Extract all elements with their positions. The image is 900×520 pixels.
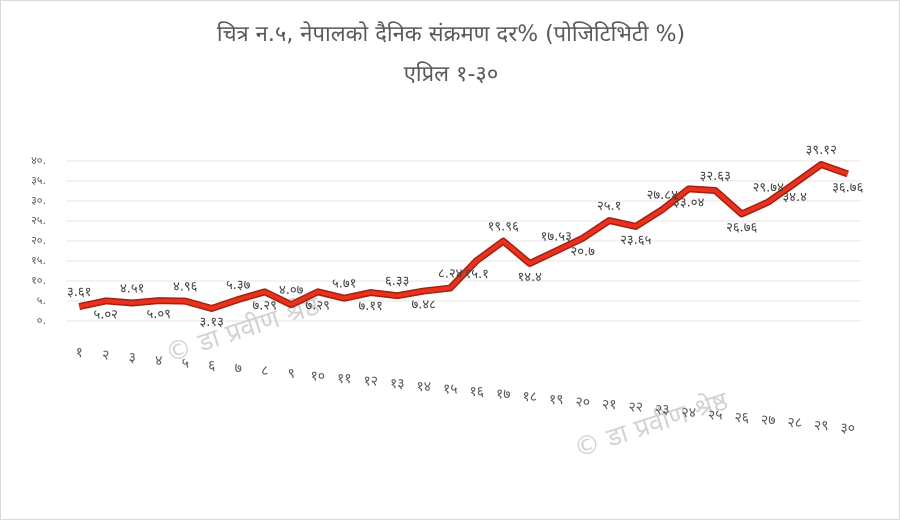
chart-subtitle: एप्रिल १-३० bbox=[404, 61, 499, 87]
data-label: ५.०९ bbox=[147, 307, 171, 322]
data-label: २०.७ bbox=[571, 245, 596, 260]
data-label: २७.८४ bbox=[647, 188, 678, 203]
x-tick-label: ३० bbox=[840, 420, 855, 436]
data-label: ४.०७ bbox=[279, 283, 304, 298]
x-tick-label: २२ bbox=[628, 400, 643, 416]
x-tick-label: ५ bbox=[182, 355, 189, 371]
data-label: २९.७४ bbox=[753, 181, 784, 196]
data-label: ७.२९ bbox=[306, 298, 330, 313]
x-tick-label: १० bbox=[310, 368, 325, 384]
y-tick-label: ४०. bbox=[31, 154, 46, 167]
data-label: ५.०२ bbox=[94, 307, 118, 322]
line bbox=[78, 162, 849, 311]
x-tick-label: २ bbox=[102, 348, 109, 364]
x-tick-label: २० bbox=[575, 394, 590, 410]
data-label: ७.४८ bbox=[412, 298, 437, 313]
x-tick-label: २८ bbox=[787, 415, 802, 431]
x-tick-label: १९ bbox=[549, 392, 564, 408]
x-tick-label: २७ bbox=[761, 413, 776, 429]
x-tick-label: १२ bbox=[363, 374, 378, 390]
x-tick-label: ३ bbox=[129, 350, 136, 366]
x-tick-label: २५ bbox=[708, 407, 723, 423]
y-tick-label: ३५. bbox=[31, 174, 46, 187]
data-label: ३६.७६ bbox=[832, 180, 863, 195]
data-label: ३३.०४ bbox=[673, 195, 704, 210]
x-tick-label: १३ bbox=[390, 376, 405, 392]
x-tick-label: ८ bbox=[261, 363, 268, 379]
x-tick-label: १८ bbox=[522, 389, 537, 405]
data-label: ३४.४ bbox=[783, 190, 808, 205]
x-tick-label: २६ bbox=[734, 410, 749, 426]
data-label: ३२.६३ bbox=[700, 169, 731, 184]
x-tick-label: २३ bbox=[655, 402, 670, 418]
y-tick-label: १५. bbox=[31, 254, 46, 267]
x-tick-label: ११ bbox=[337, 371, 352, 387]
data-label: १७.५३ bbox=[541, 229, 572, 244]
data-label: १४.४ bbox=[518, 270, 543, 285]
x-tick-label: ६ bbox=[208, 358, 215, 374]
data-label: ३.६१ bbox=[67, 285, 91, 300]
x-tick-label: १६ bbox=[469, 384, 484, 400]
data-label: २६.७६ bbox=[726, 220, 757, 235]
x-tick-label: १ bbox=[76, 345, 83, 361]
data-label: ५.७१ bbox=[332, 277, 356, 292]
chart-title: चित्र न.५, नेपालको दैनिक संक्रमण दर% (पो… bbox=[217, 21, 685, 47]
watermark: © डा प्रवीण श्रेष्ठ bbox=[570, 385, 732, 464]
data-label: ७.११ bbox=[359, 299, 383, 314]
x-tick-label: ४ bbox=[155, 353, 162, 369]
data-label: ४.५१ bbox=[120, 281, 144, 296]
data-label: ६.३३ bbox=[385, 274, 409, 289]
x-tick-label: ९ bbox=[288, 366, 295, 382]
x-tick-label: १७ bbox=[496, 387, 511, 403]
y-tick-label: ३०. bbox=[31, 194, 46, 207]
y-tick-label: ५. bbox=[37, 294, 46, 307]
data-label: १९.९६ bbox=[488, 220, 519, 235]
data-label: ५.३७ bbox=[226, 278, 251, 293]
data-label: ४.९६ bbox=[173, 280, 198, 295]
x-tick-label: १४ bbox=[416, 379, 431, 395]
x-tick-label: ७ bbox=[235, 361, 242, 377]
x-tick-label: २९ bbox=[814, 418, 829, 434]
data-label: ३९.१२ bbox=[806, 143, 837, 158]
y-tick-label: २५. bbox=[31, 214, 46, 227]
data-label: ७.२९ bbox=[253, 298, 277, 313]
data-label: २३.६५ bbox=[620, 233, 651, 248]
data-label: २५.१ bbox=[597, 199, 621, 214]
y-tick-label: २०. bbox=[31, 234, 46, 247]
x-tick-label: २४ bbox=[681, 405, 696, 421]
x-tick-label: १५ bbox=[443, 381, 458, 397]
x-tick-label: २१ bbox=[602, 397, 617, 413]
y-tick-label: ०. bbox=[37, 314, 46, 327]
y-tick-label: १०. bbox=[31, 274, 46, 287]
data-label: ८.२४ bbox=[438, 267, 463, 282]
data-label: १५.१ bbox=[465, 267, 489, 282]
data-label: ३.१३ bbox=[200, 315, 224, 330]
